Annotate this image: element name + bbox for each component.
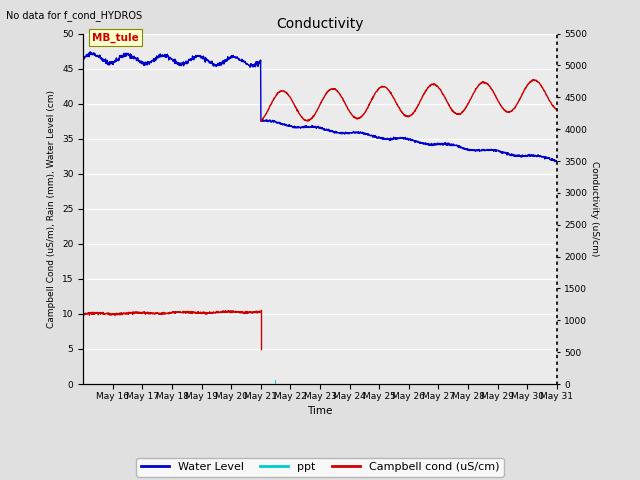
- X-axis label: Time: Time: [307, 406, 333, 416]
- Text: No data for f_cond_HYDROS: No data for f_cond_HYDROS: [6, 10, 143, 21]
- Text: MB_tule: MB_tule: [92, 33, 139, 43]
- Title: Conductivity: Conductivity: [276, 17, 364, 31]
- Y-axis label: Campbell Cond (uS/m), Rain (mm), Water Level (cm): Campbell Cond (uS/m), Rain (mm), Water L…: [47, 90, 56, 328]
- Y-axis label: Conductivity (uS/cm): Conductivity (uS/cm): [589, 161, 598, 256]
- Legend: Water Level, ppt, Campbell cond (uS/cm): Water Level, ppt, Campbell cond (uS/cm): [136, 457, 504, 477]
- Bar: [275, 380, 276, 384]
